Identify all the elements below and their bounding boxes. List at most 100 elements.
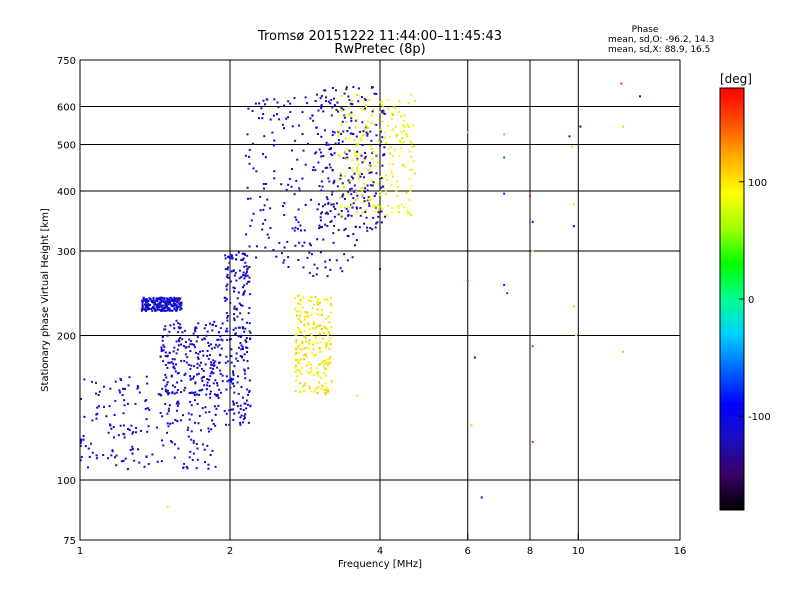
echo-point bbox=[381, 104, 384, 107]
echo-point bbox=[330, 220, 333, 223]
echo-point bbox=[330, 99, 333, 102]
echo-point bbox=[324, 260, 327, 263]
echo-point bbox=[361, 121, 364, 124]
echo-point bbox=[362, 108, 365, 111]
echo-point bbox=[356, 394, 359, 397]
echo-point bbox=[263, 187, 266, 190]
echo-point bbox=[316, 208, 319, 211]
echo-point bbox=[395, 190, 398, 193]
echo-point bbox=[148, 408, 151, 411]
echo-point bbox=[371, 110, 374, 113]
echo-point bbox=[273, 177, 276, 180]
echo-point bbox=[243, 252, 246, 255]
echo-point bbox=[352, 86, 355, 89]
echo-point bbox=[131, 452, 134, 455]
echo-point bbox=[350, 111, 353, 114]
echo-point bbox=[110, 427, 113, 430]
echo-points bbox=[79, 82, 642, 508]
echo-point bbox=[329, 209, 332, 212]
echo-point bbox=[337, 139, 340, 142]
echo-point bbox=[316, 341, 319, 344]
echo-point bbox=[312, 373, 315, 376]
echo-point bbox=[363, 182, 366, 185]
echo-point bbox=[392, 175, 395, 178]
echo-point bbox=[312, 322, 315, 325]
echo-point bbox=[166, 505, 169, 508]
echo-point bbox=[249, 197, 252, 200]
echo-point bbox=[324, 367, 327, 370]
echo-point bbox=[155, 297, 158, 300]
echo-point bbox=[374, 205, 377, 208]
echo-point bbox=[365, 104, 368, 107]
echo-point bbox=[331, 190, 334, 193]
echo-point bbox=[320, 388, 323, 391]
echo-point bbox=[232, 402, 235, 405]
echo-point bbox=[372, 181, 375, 184]
echo-point bbox=[203, 461, 206, 464]
echo-point bbox=[246, 360, 249, 363]
echo-point bbox=[336, 202, 339, 205]
echo-point bbox=[375, 192, 378, 195]
echo-point bbox=[346, 192, 349, 195]
echo-point bbox=[283, 214, 286, 217]
echo-point bbox=[165, 376, 168, 379]
echo-point bbox=[160, 296, 163, 299]
echo-point bbox=[383, 146, 386, 149]
echo-point bbox=[379, 268, 381, 271]
echo-point bbox=[318, 351, 321, 354]
echo-point bbox=[327, 143, 330, 146]
echo-point bbox=[315, 151, 318, 154]
echo-point bbox=[364, 187, 367, 190]
echo-point bbox=[189, 375, 192, 378]
echo-point bbox=[232, 269, 235, 272]
echo-point bbox=[296, 227, 299, 230]
echo-point bbox=[204, 411, 207, 414]
echo-point bbox=[319, 226, 322, 229]
echo-point bbox=[316, 302, 319, 305]
echo-point bbox=[306, 314, 309, 317]
echo-point bbox=[233, 317, 236, 320]
echo-point bbox=[172, 300, 175, 303]
echo-point bbox=[365, 216, 368, 219]
echo-point bbox=[140, 308, 143, 311]
echo-point bbox=[298, 344, 301, 347]
echo-point bbox=[305, 315, 308, 318]
echo-point bbox=[166, 389, 169, 392]
echo-point bbox=[296, 345, 299, 348]
echo-point bbox=[167, 410, 170, 413]
echo-point bbox=[199, 361, 202, 364]
echo-point bbox=[376, 204, 379, 207]
echo-point bbox=[161, 308, 164, 311]
echo-point bbox=[164, 309, 167, 312]
echo-point bbox=[353, 139, 356, 142]
echo-point bbox=[378, 175, 381, 178]
echo-point bbox=[228, 423, 231, 426]
echo-point bbox=[181, 414, 184, 417]
echo-point bbox=[197, 322, 200, 325]
echo-point bbox=[297, 310, 300, 313]
echo-point bbox=[302, 149, 305, 152]
echo-point bbox=[326, 328, 329, 331]
echo-point bbox=[332, 182, 335, 185]
echo-point bbox=[162, 309, 165, 312]
echo-point bbox=[209, 453, 212, 456]
echo-point bbox=[241, 318, 244, 321]
echo-point bbox=[201, 350, 204, 353]
echo-point bbox=[324, 318, 327, 321]
echo-point bbox=[375, 222, 378, 225]
echo-point bbox=[306, 311, 309, 314]
echo-point bbox=[206, 444, 209, 447]
echo-point bbox=[331, 168, 334, 171]
echo-point bbox=[216, 345, 219, 348]
echo-point bbox=[150, 300, 153, 303]
echo-point bbox=[323, 388, 326, 391]
echo-point bbox=[176, 404, 179, 407]
echo-point bbox=[173, 367, 176, 370]
echo-point bbox=[303, 358, 306, 361]
echo-point bbox=[102, 454, 105, 457]
echo-point bbox=[232, 328, 235, 331]
echo-point bbox=[350, 167, 353, 170]
echo-point bbox=[252, 212, 255, 215]
echo-point bbox=[317, 324, 320, 327]
echo-point bbox=[377, 215, 380, 218]
